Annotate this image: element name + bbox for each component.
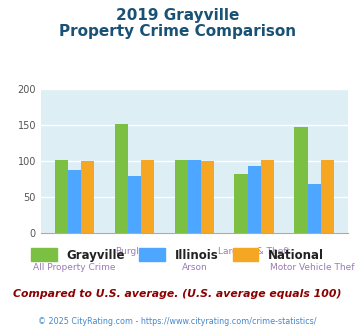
Bar: [201, 161, 214, 233]
Bar: [81, 161, 94, 233]
Text: Motor Vehicle Theft: Motor Vehicle Theft: [270, 263, 355, 272]
Text: Compared to U.S. average. (U.S. average equals 100): Compared to U.S. average. (U.S. average …: [13, 289, 342, 299]
Text: 2019 Grayville: 2019 Grayville: [116, 8, 239, 23]
Bar: [55, 160, 68, 233]
Bar: [261, 160, 274, 233]
Bar: [321, 160, 334, 233]
Text: Larceny & Theft: Larceny & Theft: [218, 247, 290, 255]
Bar: [141, 160, 154, 233]
Text: Burglary: Burglary: [115, 247, 154, 255]
Text: Arson: Arson: [181, 263, 207, 272]
Bar: [68, 170, 81, 233]
Bar: [128, 176, 141, 233]
Bar: [294, 127, 307, 233]
Legend: Grayville, Illinois, National: Grayville, Illinois, National: [26, 244, 329, 266]
Bar: [235, 174, 248, 233]
Bar: [188, 160, 201, 233]
Bar: [248, 166, 261, 233]
Text: © 2025 CityRating.com - https://www.cityrating.com/crime-statistics/: © 2025 CityRating.com - https://www.city…: [38, 317, 317, 326]
Text: All Property Crime: All Property Crime: [33, 263, 116, 272]
Bar: [307, 184, 321, 233]
Bar: [115, 123, 128, 233]
Text: Property Crime Comparison: Property Crime Comparison: [59, 24, 296, 39]
Bar: [175, 160, 188, 233]
